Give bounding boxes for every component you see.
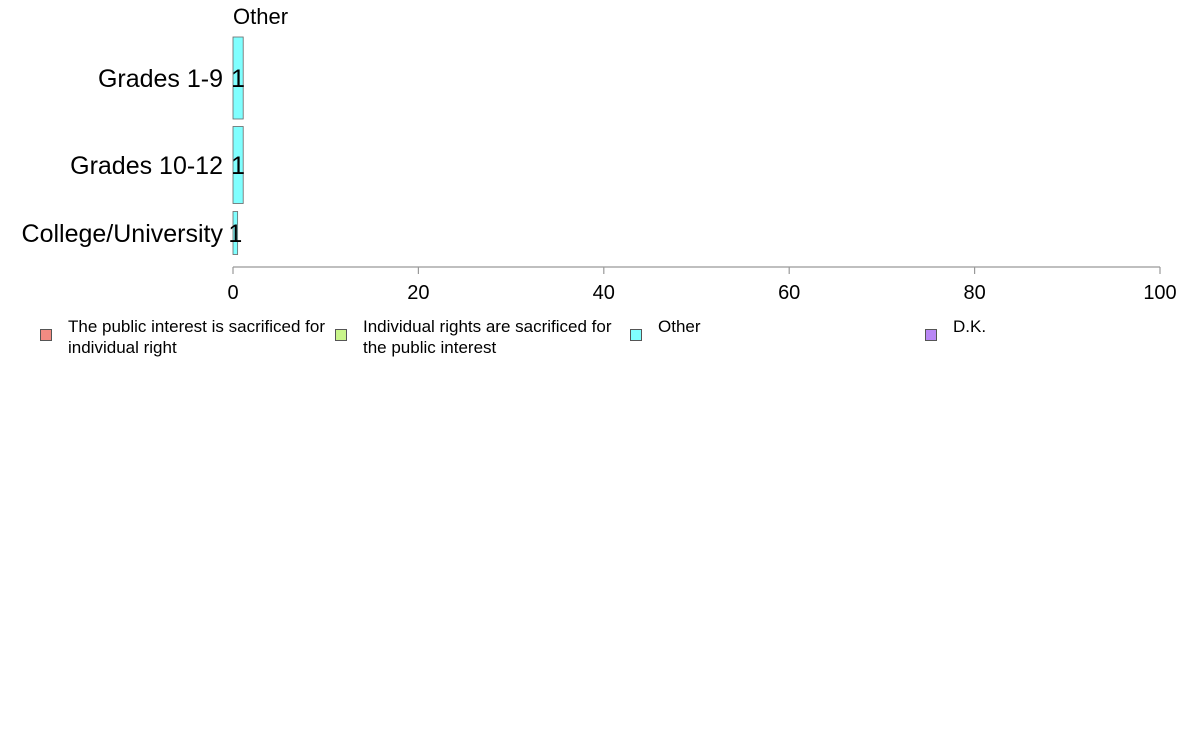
x-tick-label: 0 [227, 282, 238, 304]
legend-swatch-dk [925, 329, 937, 341]
legend-item-other: Other [630, 316, 918, 341]
legend-label-individual-rights: Individual rights are sacrificed for the… [363, 317, 612, 357]
x-tick-label: 20 [407, 282, 429, 304]
category-label: Grades 10-12 [70, 152, 223, 180]
category-labels: Grades 1-9 Grades 10-12 College/University [22, 65, 224, 248]
bar-grades-1-9 [232, 36, 244, 120]
legend-swatch-public-interest [40, 329, 52, 341]
bars-group: 1 1 1 [228, 36, 245, 255]
x-tick-label: 60 [778, 282, 800, 304]
x-tick-label: 80 [963, 282, 985, 304]
chart-title: Other [233, 4, 288, 29]
legend-swatch-other [630, 329, 642, 341]
chart-svg: Other 1 1 1 Grades 1-9 Grades 10-12 College/… [22, 4, 1177, 304]
x-tick-label: 40 [593, 282, 615, 304]
x-axis: 0 20 40 60 80 100 [227, 266, 1177, 304]
data-label: 1 [231, 65, 245, 93]
legend: The public interest is sacrificed for in… [40, 316, 1180, 366]
legend-swatch-individual-rights [335, 329, 347, 341]
data-label: 1 [228, 220, 242, 248]
chart: Other 1 1 1 Grades 1-9 Grades 10-12 College/… [22, 4, 1177, 304]
legend-label-dk: D.K. [953, 317, 987, 336]
category-label: Grades 1-9 [98, 65, 223, 93]
category-label: College/University [22, 220, 224, 248]
legend-item-dk: D.K. [925, 316, 1188, 341]
data-label: 1 [231, 152, 245, 180]
legend-item-public-interest: The public interest is sacrificed for in… [40, 316, 328, 358]
bar-grades-10-12 [232, 126, 244, 204]
legend-label-other: Other [658, 317, 701, 336]
legend-item-individual-rights: Individual rights are sacrificed for the… [335, 316, 623, 358]
x-tick-label: 100 [1143, 282, 1176, 304]
bar-college-university [232, 211, 239, 255]
legend-label-public-interest: The public interest is sacrificed for in… [68, 317, 325, 357]
